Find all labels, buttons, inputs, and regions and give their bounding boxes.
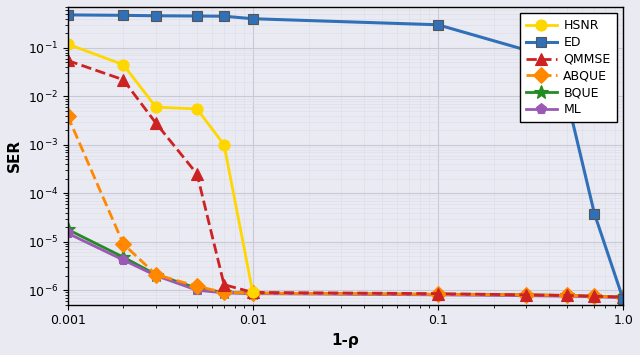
- ABQUE: [620, 295, 627, 299]
- Line: ML: ML: [62, 228, 628, 303]
- ED: [220, 14, 228, 18]
- X-axis label: 1-ρ: 1-ρ: [332, 333, 359, 348]
- QMMSE: [249, 290, 257, 295]
- ED: [591, 212, 598, 216]
- QMMSE: [120, 78, 127, 82]
- QMMSE: [564, 293, 572, 297]
- ML: [152, 273, 160, 278]
- ML: [522, 294, 530, 298]
- QMMSE: [591, 294, 598, 298]
- HSNR: [64, 42, 72, 46]
- HSNR: [193, 107, 201, 111]
- ED: [64, 13, 72, 17]
- ABQUE: [249, 291, 257, 295]
- ABQUE: [193, 284, 201, 289]
- Line: QMMSE: QMMSE: [62, 55, 628, 303]
- HSNR: [220, 143, 228, 147]
- QMMSE: [434, 291, 442, 296]
- BQUE: [249, 291, 257, 295]
- Y-axis label: SER: SER: [7, 139, 22, 173]
- Line: HSNR: HSNR: [62, 38, 259, 298]
- ED: [249, 17, 257, 21]
- ML: [120, 258, 127, 262]
- Legend: HSNR, ED, QMMSE, ABQUE, BQUE, ML: HSNR, ED, QMMSE, ABQUE, BQUE, ML: [520, 13, 617, 122]
- ED: [193, 14, 201, 18]
- BQUE: [620, 295, 627, 299]
- BQUE: [64, 227, 72, 231]
- ML: [220, 291, 228, 295]
- BQUE: [434, 292, 442, 296]
- ABQUE: [591, 294, 598, 298]
- BQUE: [120, 255, 127, 259]
- QMMSE: [152, 121, 160, 125]
- ED: [620, 297, 627, 301]
- HSNR: [120, 62, 127, 67]
- Line: ED: ED: [63, 10, 628, 304]
- ED: [152, 13, 160, 18]
- QMMSE: [64, 58, 72, 62]
- Line: ABQUE: ABQUE: [62, 110, 628, 303]
- BQUE: [591, 294, 598, 298]
- ABQUE: [434, 292, 442, 296]
- BQUE: [564, 293, 572, 297]
- ED: [434, 23, 442, 27]
- BQUE: [193, 286, 201, 290]
- QMMSE: [220, 283, 228, 287]
- ML: [434, 293, 442, 297]
- ML: [564, 294, 572, 298]
- ABQUE: [64, 114, 72, 118]
- ML: [249, 291, 257, 296]
- ED: [120, 13, 127, 17]
- BQUE: [522, 293, 530, 297]
- ED: [564, 98, 572, 102]
- ML: [591, 295, 598, 299]
- QMMSE: [522, 293, 530, 297]
- ABQUE: [152, 272, 160, 277]
- ABQUE: [564, 293, 572, 297]
- ABQUE: [220, 290, 228, 295]
- ML: [620, 296, 627, 300]
- Line: BQUE: BQUE: [61, 223, 630, 304]
- ED: [522, 48, 530, 52]
- QMMSE: [620, 295, 627, 299]
- HSNR: [249, 290, 257, 295]
- ML: [193, 288, 201, 292]
- ML: [64, 231, 72, 235]
- BQUE: [220, 290, 228, 295]
- ABQUE: [120, 242, 127, 246]
- BQUE: [152, 272, 160, 277]
- HSNR: [152, 105, 160, 109]
- QMMSE: [193, 172, 201, 176]
- ABQUE: [522, 293, 530, 297]
